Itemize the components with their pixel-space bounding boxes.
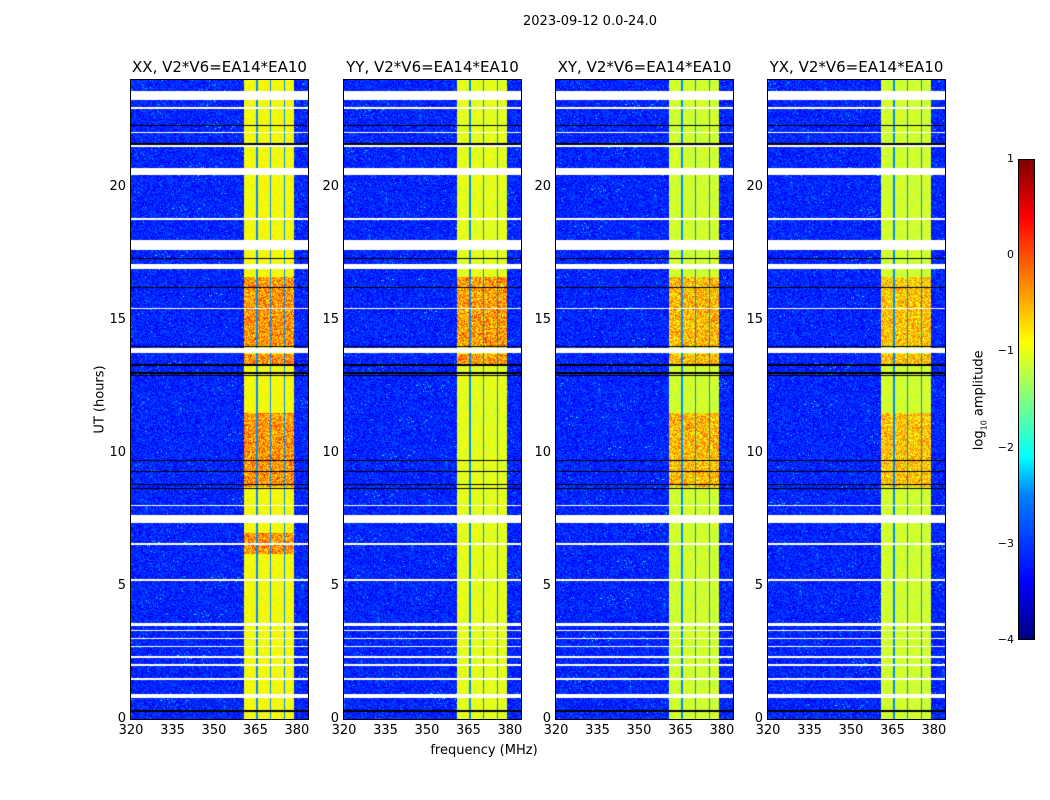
waterfall-panel	[555, 79, 734, 720]
colorbar-tick-label: −4	[997, 633, 1014, 646]
x-tick-label: 335	[797, 723, 822, 738]
colorbar-label-main: log	[971, 430, 987, 451]
colorbar-tick-label: 1	[1007, 152, 1014, 165]
x-tick-label: 380	[284, 723, 310, 738]
x-tick-label: 335	[160, 723, 185, 738]
x-tick-label: 320	[755, 723, 781, 738]
colorbar	[1018, 159, 1035, 640]
panel-title: XX, V2*V6=EA14*EA10	[132, 58, 307, 76]
panel-title: YX, V2*V6=EA14*EA10	[769, 58, 944, 76]
colorbar-label-rest: amplitude	[971, 350, 987, 421]
x-tick-label: 380	[921, 723, 947, 738]
x-tick-label: 380	[497, 723, 523, 738]
colorbar-label-sub: 10	[979, 420, 989, 431]
x-tick-label: 365	[456, 723, 481, 738]
y-tick-label: 15	[109, 311, 126, 327]
y-tick-label: 20	[746, 178, 763, 194]
waterfall-panel	[343, 79, 522, 720]
colorbar-tick-label: −3	[997, 536, 1014, 550]
x-tick-label: 335	[373, 723, 398, 738]
y-tick-label: 20	[109, 178, 126, 194]
heatmap-image	[556, 80, 733, 719]
x-tick-label: 380	[709, 723, 735, 738]
waterfall-panel	[767, 79, 946, 720]
panel-title: XY, V2*V6=EA14*EA10	[557, 58, 732, 76]
y-tick-label: 0	[754, 711, 763, 726]
x-tick-label: 365	[243, 723, 268, 738]
y-tick-label: 5	[542, 577, 551, 593]
colorbar-tick-label: −2	[997, 440, 1014, 454]
y-tick-label: 15	[534, 311, 551, 327]
y-tick-label: 10	[109, 444, 126, 460]
y-tick-label: 20	[322, 178, 339, 194]
x-tick-label: 350	[838, 723, 864, 738]
y-tick-label: 5	[754, 577, 763, 593]
waterfall-panel	[130, 79, 309, 720]
colorbar-tick-label: −1	[997, 344, 1014, 358]
x-tick-label: 350	[414, 723, 440, 738]
heatmap-image	[768, 80, 945, 719]
x-axis-label: frequency (MHz)	[430, 743, 538, 758]
heatmap-image	[344, 80, 521, 719]
y-tick-label: 15	[746, 311, 763, 327]
y-tick-label: 0	[542, 711, 551, 726]
y-tick-label: 15	[322, 311, 339, 327]
y-tick-label: 20	[534, 178, 551, 194]
x-tick-label: 350	[201, 723, 227, 738]
y-tick-label: 0	[330, 711, 339, 726]
x-tick-label: 335	[585, 723, 610, 738]
x-tick-label: 320	[543, 723, 569, 738]
y-tick-label: 10	[746, 444, 763, 460]
y-tick-label: 0	[117, 711, 126, 726]
y-tick-label: 10	[322, 444, 339, 460]
y-axis-label: UT (hours)	[92, 365, 108, 434]
heatmap-image	[131, 80, 308, 719]
x-tick-label: 320	[118, 723, 144, 738]
x-tick-label: 365	[668, 723, 693, 738]
x-tick-label: 350	[626, 723, 652, 738]
colorbar-label: log10 amplitude	[972, 340, 989, 460]
figure-title: 2023-09-12 0.0-24.0	[523, 14, 657, 29]
x-tick-label: 320	[331, 723, 357, 738]
panel-title: YY, V2*V6=EA14*EA10	[346, 58, 519, 76]
y-tick-label: 5	[330, 577, 339, 593]
x-tick-label: 365	[880, 723, 905, 738]
y-tick-label: 5	[117, 577, 126, 593]
colorbar-tick-label: 0	[1007, 248, 1014, 262]
y-tick-label: 10	[534, 444, 551, 460]
